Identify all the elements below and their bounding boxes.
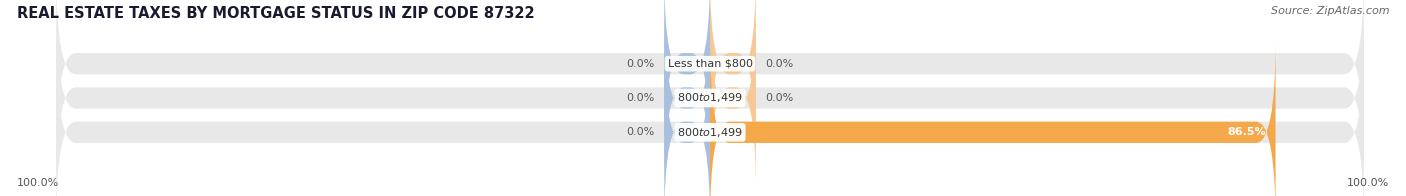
Text: 100.0%: 100.0% xyxy=(1347,178,1389,188)
FancyBboxPatch shape xyxy=(710,40,1275,196)
Text: 0.0%: 0.0% xyxy=(626,93,654,103)
FancyBboxPatch shape xyxy=(56,0,1364,156)
Text: 100.0%: 100.0% xyxy=(17,178,59,188)
FancyBboxPatch shape xyxy=(710,0,756,156)
FancyBboxPatch shape xyxy=(710,6,756,190)
Text: Less than $800: Less than $800 xyxy=(668,59,752,69)
FancyBboxPatch shape xyxy=(56,6,1364,190)
Text: 0.0%: 0.0% xyxy=(626,127,654,137)
Text: 0.0%: 0.0% xyxy=(626,59,654,69)
FancyBboxPatch shape xyxy=(56,40,1364,196)
Text: REAL ESTATE TAXES BY MORTGAGE STATUS IN ZIP CODE 87322: REAL ESTATE TAXES BY MORTGAGE STATUS IN … xyxy=(17,6,534,21)
Text: 0.0%: 0.0% xyxy=(766,93,794,103)
FancyBboxPatch shape xyxy=(664,40,710,196)
Text: 86.5%: 86.5% xyxy=(1227,127,1265,137)
Text: Source: ZipAtlas.com: Source: ZipAtlas.com xyxy=(1271,6,1389,16)
FancyBboxPatch shape xyxy=(664,6,710,190)
Text: 0.0%: 0.0% xyxy=(766,59,794,69)
Text: $800 to $1,499: $800 to $1,499 xyxy=(678,92,742,104)
Text: $800 to $1,499: $800 to $1,499 xyxy=(678,126,742,139)
FancyBboxPatch shape xyxy=(664,0,710,156)
